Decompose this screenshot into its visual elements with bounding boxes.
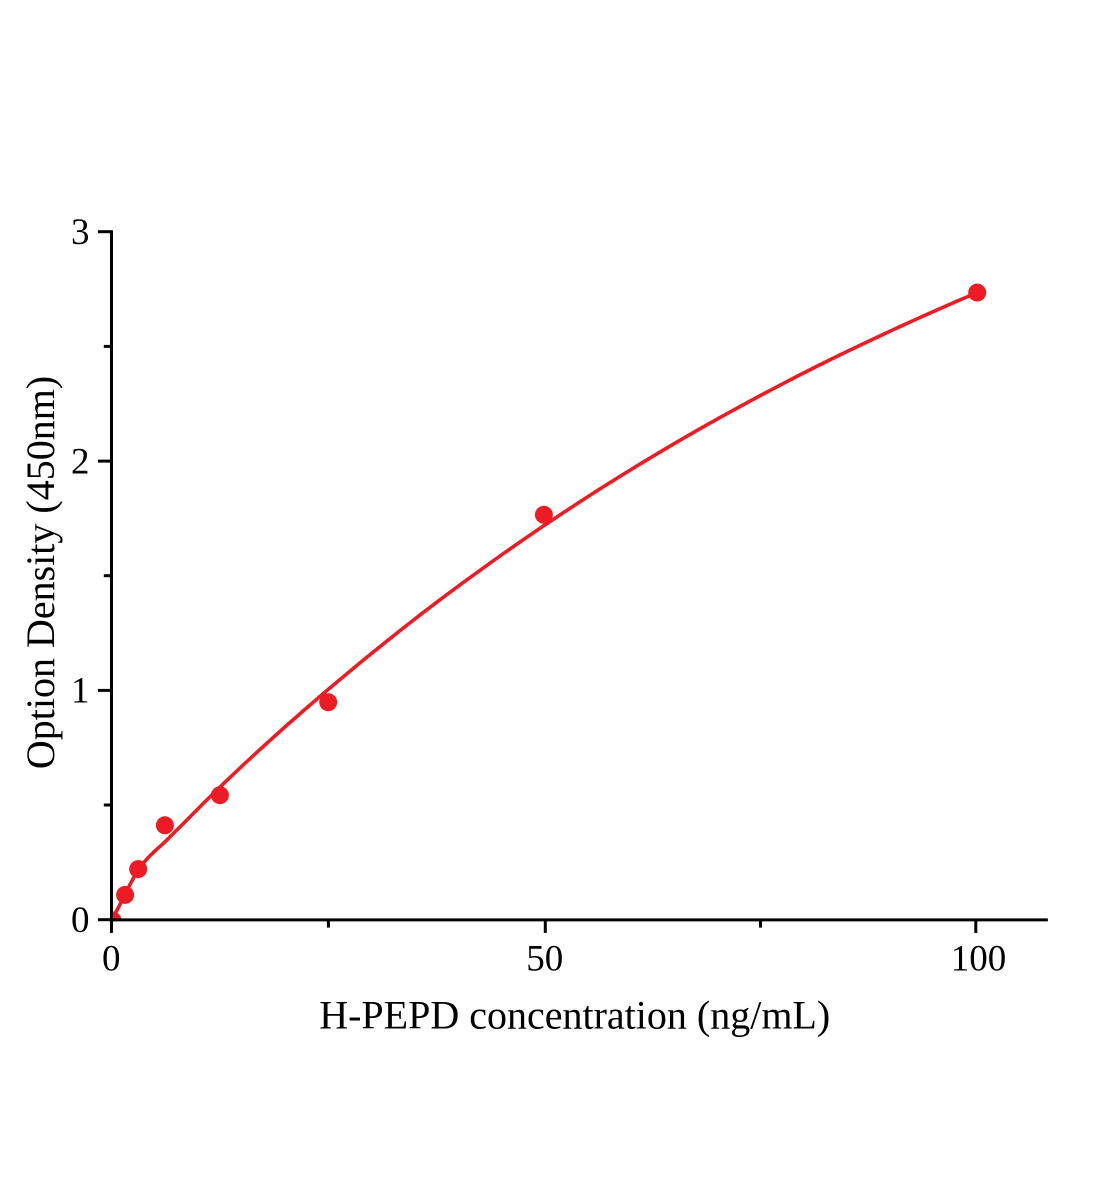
svg-text:50: 50 xyxy=(526,939,563,980)
svg-text:0: 0 xyxy=(102,939,121,980)
svg-text:0: 0 xyxy=(71,900,90,941)
svg-text:Option Density (450nm): Option Density (450nm) xyxy=(18,376,63,769)
svg-text:100: 100 xyxy=(951,939,1007,980)
svg-text:2: 2 xyxy=(71,441,90,482)
svg-text:H-PEPD concentration (ng/mL): H-PEPD concentration (ng/mL) xyxy=(319,993,830,1038)
svg-text:1: 1 xyxy=(71,671,90,712)
svg-text:3: 3 xyxy=(71,212,90,253)
